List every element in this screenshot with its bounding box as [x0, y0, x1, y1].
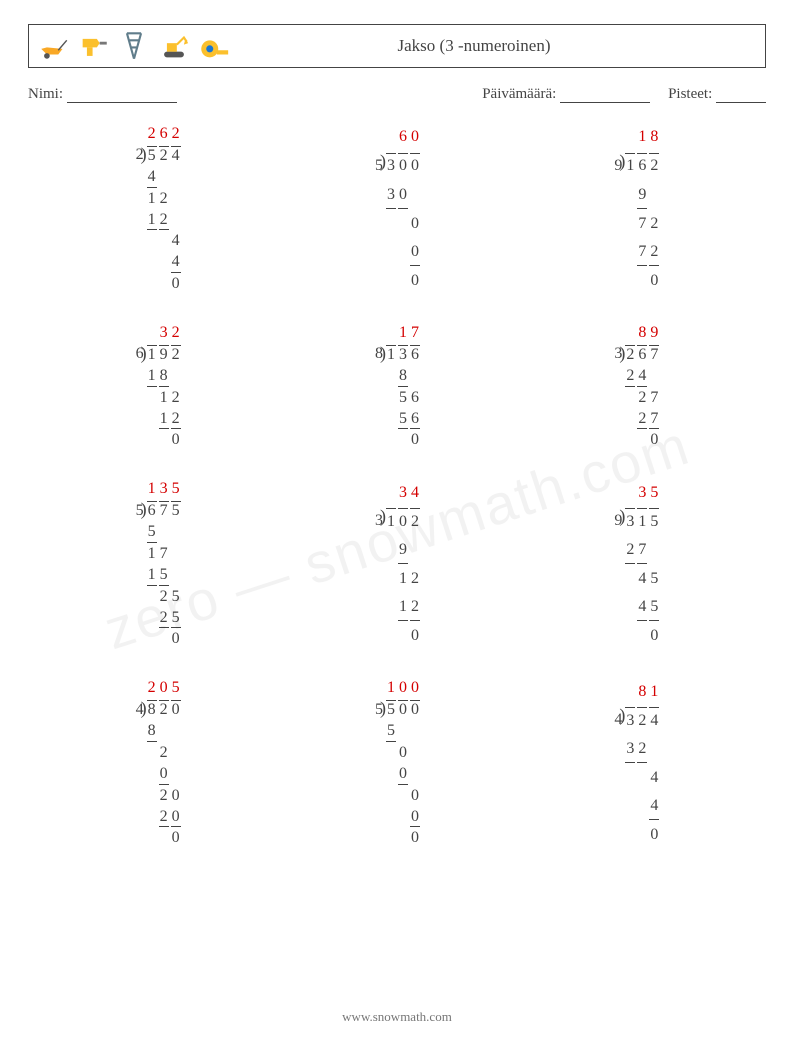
name-label: Nimi:	[28, 86, 63, 102]
division-problem: 3261921812120	[48, 322, 267, 452]
division-problem: 3593152745450	[527, 478, 746, 651]
division-problem: 1005500500000	[287, 677, 506, 850]
division-problem: 205482082020200	[48, 677, 267, 850]
tape-measure-icon	[197, 29, 231, 63]
division-problem: 60530030000	[287, 123, 506, 296]
info-row: Nimi: Päivämäärä: Pisteet:	[28, 86, 766, 103]
date-label: Päivämäärä:	[482, 86, 556, 102]
problems-grid: 26225244121244060530030000189162972720 32…	[28, 123, 766, 850]
date-blank[interactable]	[560, 87, 650, 103]
score-blank[interactable]	[716, 87, 766, 103]
drill-icon	[77, 29, 111, 63]
footer-url: www.snowmath.com	[0, 1009, 794, 1025]
score-label: Pisteet:	[668, 86, 712, 102]
worksheet-title: Jakso (3 -numeroinen)	[231, 36, 757, 56]
division-problem: 178136856560	[287, 322, 506, 452]
division-problem: 13556755171525250	[48, 478, 267, 651]
header-box: Jakso (3 -numeroinen)	[28, 24, 766, 68]
division-problem: 81432432440	[527, 677, 746, 850]
name-blank[interactable]	[67, 87, 177, 103]
excavator-icon	[157, 29, 191, 63]
header-icons	[37, 29, 231, 63]
wheelbarrow-icon	[37, 29, 71, 63]
ladder-icon	[117, 29, 151, 63]
division-problem: 8932672427270	[527, 322, 746, 452]
division-problem: 262252441212440	[48, 123, 267, 296]
division-problem: 189162972720	[527, 123, 746, 296]
division-problem: 343102912120	[287, 478, 506, 651]
